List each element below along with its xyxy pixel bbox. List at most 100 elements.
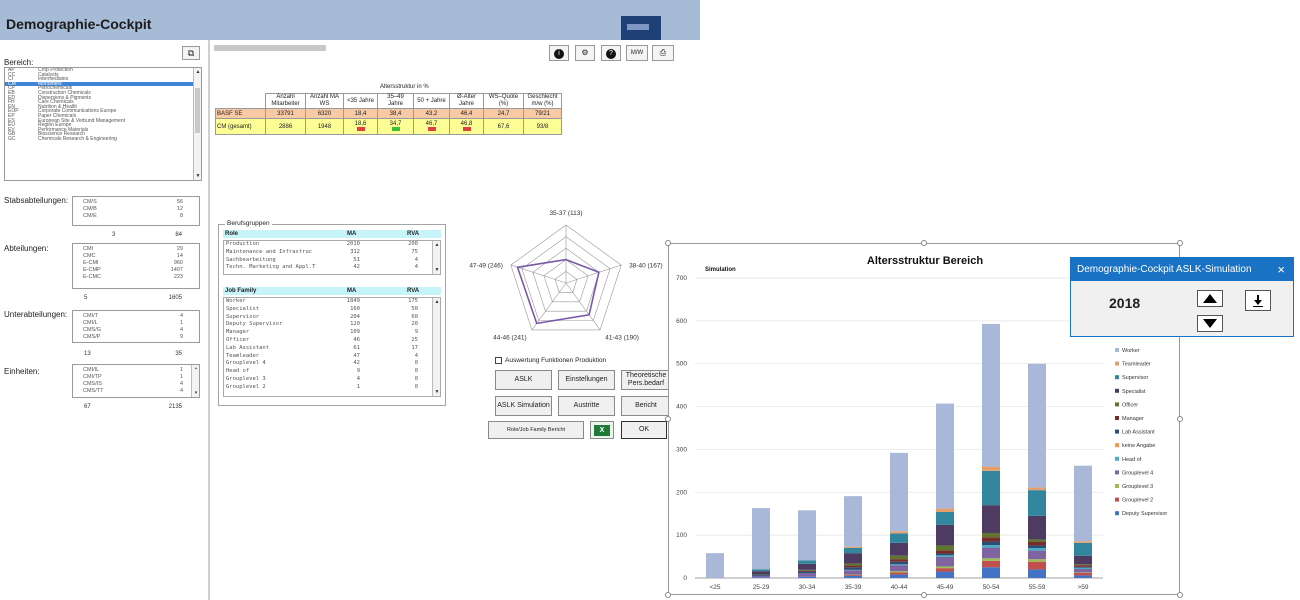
unter-listbox[interactable]: CMI/T 4 CMI/L 1 CMS/G 4 CMS/P 9 [72, 310, 200, 343]
scroll-down-icon[interactable]: ▼ [434, 389, 440, 395]
resize-handle-tl[interactable] [665, 240, 671, 246]
list-item[interactable]: CMS/TT 4 [73, 388, 199, 395]
list-item[interactable]: CMI/IL 1 [73, 367, 199, 374]
bereich-listbox[interactable]: AP Crop Protection CC Catalysts CI Intermedia… [4, 67, 202, 181]
table-row[interactable]: Sachbearbeitung 51 4 [224, 257, 440, 265]
bereich-item[interactable]: EN Nutrition & Health [5, 104, 201, 110]
table-row[interactable]: Worker 1849 175 [224, 298, 440, 306]
help-button[interactable]: ? [601, 45, 621, 61]
y-tick-label: 400 [676, 404, 687, 411]
bereich-item[interactable]: ES European Site & Verbund Management [5, 118, 201, 124]
list-item[interactable]: E-CMI 960 [73, 260, 199, 267]
bereich-item[interactable]: EU Region Europe [5, 123, 201, 128]
bereich-item[interactable]: AP Crop Protection [5, 68, 201, 73]
list-item[interactable]: CMI/TP 1 [73, 374, 199, 381]
theor-bedarf-button[interactable]: Theoretische Pers.bedarf [621, 370, 671, 390]
table-row[interactable]: Deputy Supervisor 120 20 [224, 321, 440, 329]
bereich-item[interactable]: ED Dispersions & Pigments [5, 95, 201, 101]
scroll-up-icon[interactable]: ▲ [195, 69, 201, 75]
table-row[interactable]: Maintenance and Infrastruc 312 75 [224, 249, 440, 257]
list-item[interactable]: CMS/G 4 [73, 327, 199, 334]
list-item[interactable]: CM/S 56 [73, 199, 199, 206]
table-row[interactable]: Specialist 160 50 [224, 306, 440, 314]
info-button[interactable]: i [549, 45, 569, 61]
bereich-item[interactable]: EP Paper Chemicals [5, 113, 201, 119]
table-row[interactable]: Grouplevel 2 1 0 [224, 384, 440, 392]
bereich-item[interactable]: EOP Corporate Communications Europe [5, 109, 201, 114]
year-up-button[interactable] [1197, 290, 1223, 307]
list-item[interactable]: CMS/P 9 [73, 334, 199, 341]
scroll-up-icon[interactable]: ▲ [434, 242, 440, 248]
table-row[interactable]: Lab Assistant 61 17 [224, 345, 440, 353]
bereich-item[interactable]: EB Construction Chemicals [5, 90, 201, 96]
table-row[interactable]: Production 2010 200 [224, 241, 440, 249]
print-button[interactable]: ⎙ [652, 45, 674, 61]
list-item[interactable]: CMI/L 1 [73, 320, 199, 327]
scroll-down-icon[interactable]: ▼ [195, 173, 201, 179]
bereich-item[interactable]: CC Catalysts [5, 72, 201, 78]
row-rva: 4 [414, 264, 418, 271]
einh-listbox[interactable]: CMI/IL 1 CMI/TP 1 CMS/IS 4 CMS/TT 4 + ▾ [72, 364, 200, 398]
list-item[interactable]: CMC 14 [73, 253, 199, 260]
auswertung-checkbox-row[interactable]: Auswertung Funktionen Produktion [495, 357, 606, 364]
window-restore-button[interactable]: ⧉ [182, 46, 200, 60]
bar-segment [1074, 572, 1092, 576]
austritte-button[interactable]: Austritte [558, 396, 615, 416]
auswertung-checkbox[interactable] [495, 357, 502, 364]
ok-button[interactable]: OK [621, 421, 667, 439]
bereich-item[interactable]: FH Care Chemicals [5, 100, 201, 105]
scroll-up-icon[interactable]: ▲ [434, 299, 440, 305]
role-jobfamily-bericht-button[interactable]: Role/Job Family Bericht [488, 421, 584, 439]
list-item[interactable]: CMS/IS 4 [73, 381, 199, 388]
resize-handle-ml[interactable] [665, 416, 671, 422]
resize-handle-tr[interactable] [1177, 240, 1183, 246]
list-item[interactable]: CMI/T 4 [73, 313, 199, 320]
roles-scrollbar[interactable]: ▲ ▼ [432, 241, 440, 274]
bereich-item[interactable]: CI Intermediates [5, 77, 201, 82]
table-row[interactable]: Supervisor 204 60 [224, 314, 440, 322]
list-item[interactable]: E-CMP 1407 [73, 267, 199, 274]
table-row: CM (gesamt) 2886 1948 18,6 34,7 46,7 46,8… [215, 118, 562, 135]
table-row[interactable]: Grouplevel 3 4 0 [224, 376, 440, 384]
table-row[interactable]: Techn. Marketing and Appl.T 42 4 [224, 264, 440, 272]
bereich-item[interactable]: GB Bioscience Research [5, 132, 201, 137]
bericht-button[interactable]: Bericht [621, 396, 671, 416]
bereich-item[interactable]: EV Performance Materials [5, 127, 201, 133]
bereich-item[interactable]: GC Chemicals Research & Engineering [5, 136, 201, 142]
abt-listbox[interactable]: CMI 29 CMC 14 E-CMI 960 E-CMP 1407 E-CMC 223 [72, 243, 200, 289]
family-listbox[interactable]: Worker 1849 175 Specialist 160 50 Supervisor 20… [223, 297, 441, 397]
year-down-button[interactable] [1197, 315, 1223, 332]
bereich-item[interactable]: CP Petrochemicals [5, 86, 201, 91]
excel-export-button[interactable]: X [590, 421, 614, 439]
resize-handle-tm[interactable] [921, 240, 927, 246]
download-button[interactable] [1245, 290, 1271, 311]
table-row[interactable]: Officer 46 25 [224, 337, 440, 345]
bereich-item[interactable]: CM Monomers [5, 81, 201, 87]
einh-scrollbar[interactable]: + ▾ [191, 365, 199, 397]
scroll-up-icon[interactable]: + [194, 366, 198, 372]
aslk-button[interactable]: ASLK [495, 370, 552, 390]
close-icon[interactable]: × [1277, 262, 1285, 277]
resize-handle-mr[interactable] [1177, 416, 1183, 422]
families-scrollbar[interactable]: ▲ ▼ [432, 298, 440, 396]
list-item[interactable]: CM/B 12 [73, 206, 199, 213]
einstellungen-button[interactable]: Einstellungen [558, 370, 615, 390]
list-item[interactable]: E-CMC 223 [73, 274, 199, 281]
list-item[interactable]: CM/E 8 [73, 213, 199, 220]
settings-button[interactable]: ⚙ [575, 45, 595, 61]
table-row[interactable]: Grouplevel 4 42 0 [224, 360, 440, 368]
resize-handle-bl[interactable] [665, 592, 671, 598]
aslk-simulation-button[interactable]: ASLK Simulation [495, 396, 552, 416]
scroll-down-icon[interactable]: ▼ [434, 267, 440, 273]
scroll-down-icon[interactable]: ▾ [194, 390, 198, 396]
role-listbox[interactable]: Production 2010 200 Maintenance and Infrast… [223, 240, 441, 275]
table-row[interactable]: Teamleader 47 4 [224, 353, 440, 361]
table-row[interactable]: Manager 109 9 [224, 329, 440, 337]
list-item[interactable]: CMI 29 [73, 246, 199, 253]
bereich-scrollbar[interactable]: ▲ ▼ [193, 68, 201, 180]
stab-listbox[interactable]: CM/S 56 CM/B 12 CM/E 8 [72, 196, 200, 226]
table-row[interactable]: Head of 9 0 [224, 368, 440, 376]
resize-handle-bm[interactable] [921, 592, 927, 598]
resize-handle-br[interactable] [1177, 592, 1183, 598]
gender-toggle-button[interactable]: M/W [626, 45, 648, 61]
